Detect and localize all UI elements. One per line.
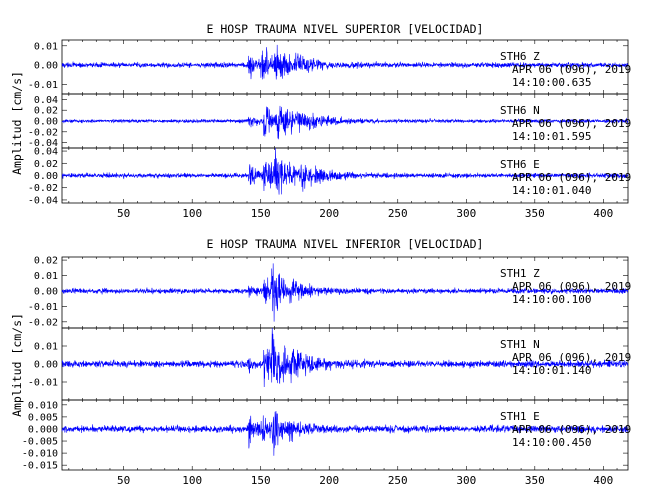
panel-frame (61, 399, 629, 471)
x-tick-label: 200 (319, 207, 339, 220)
station-label: STH6 N (500, 104, 540, 117)
x-tick-label: 250 (388, 474, 408, 487)
y-tick-label: -0.02 (28, 183, 58, 194)
y-tick-label: -0.01 (28, 378, 58, 389)
date-label: APR 06 (096), 2019 (512, 63, 631, 76)
x-tick-label: 200 (319, 474, 339, 487)
x-tick-label: 400 (593, 474, 613, 487)
date-label: APR 06 (096), 2019 (512, 171, 631, 184)
y-tick-label: -0.015 (22, 461, 58, 472)
x-tick-label: 100 (182, 207, 202, 220)
x-tick-label: 100 (182, 474, 202, 487)
y-tick-label: 0.04 (34, 95, 58, 106)
y-tick-label: -0.02 (28, 127, 58, 138)
seismic-trace-sth1-z (61, 263, 629, 322)
upper-x-axis: 50 100 150 200 250 300 350 400 (117, 207, 613, 220)
time-label: 14:10:00.635 (512, 76, 591, 89)
y-tick-label: 0.00 (34, 360, 58, 371)
x-tick-label: 350 (525, 207, 545, 220)
lower-chart: E HOSP TRAUMA NIVEL INFERIOR [VELOCIDAD]… (10, 237, 631, 487)
y-tick-label: 0.005 (28, 412, 58, 423)
y-tick-label: 0.02 (34, 159, 58, 170)
station-label: STH1 E (500, 410, 540, 423)
y-tick-label: 0.00 (34, 117, 58, 128)
date-label: APR 06 (096), 2019 (512, 423, 631, 436)
station-label: STH1 Z (500, 267, 540, 280)
y-tick-label: -0.005 (22, 437, 58, 448)
lower-y-axis-label: Amplitud [cm/s] (10, 313, 24, 417)
seismic-trace-sth6-e (61, 147, 629, 195)
time-label: 14:10:01.595 (512, 130, 591, 143)
station-label: STH1 N (500, 338, 540, 351)
date-label: APR 06 (096), 2019 (512, 351, 631, 364)
seismic-trace-sth6-z (61, 44, 629, 80)
x-tick-label: 350 (525, 474, 545, 487)
y-tick-label: -0.02 (28, 317, 58, 328)
seismic-trace-sth1-e (61, 410, 629, 456)
station-label: STH6 Z (500, 50, 540, 63)
seismic-trace-sth6-n (61, 105, 629, 140)
y-tick-label: -0.01 (28, 80, 58, 91)
y-tick-label: 0.04 (34, 147, 58, 158)
y-tick-label: 0.01 (34, 342, 58, 353)
y-tick-label: -0.01 (28, 302, 58, 313)
x-tick-label: 150 (251, 207, 271, 220)
lower-chart-title: E HOSP TRAUMA NIVEL INFERIOR [VELOCIDAD] (207, 237, 484, 251)
time-label: 14:10:01.040 (512, 184, 591, 197)
x-tick-label: 50 (117, 207, 130, 220)
y-tick-label: 0.000 (28, 424, 58, 435)
x-tick-label: 150 (251, 474, 271, 487)
y-tick-label: -0.010 (22, 449, 58, 460)
y-tick-label: 0.010 (28, 400, 58, 411)
y-tick-label: 0.00 (34, 61, 58, 72)
x-tick-label: 400 (593, 207, 613, 220)
y-tick-label: -0.04 (28, 138, 58, 149)
y-tick-label: 0.01 (34, 271, 58, 282)
lower-x-axis: 50 100 150 200 250 300 350 400 (117, 474, 613, 487)
y-tick-label: 0.00 (34, 171, 58, 182)
y-tick-label: 0.02 (34, 256, 58, 267)
x-tick-label: 300 (456, 207, 476, 220)
x-tick-label: 250 (388, 207, 408, 220)
upper-chart-title: E HOSP TRAUMA NIVEL SUPERIOR [VELOCIDAD] (207, 22, 484, 36)
upper-y-axis-label: Amplitud [cm/s] (10, 71, 24, 175)
x-tick-label: 50 (117, 474, 130, 487)
time-label: 14:10:00.450 (512, 436, 591, 449)
x-tick-label: 300 (456, 474, 476, 487)
y-tick-label: 0.01 (34, 41, 58, 52)
date-label: APR 06 (096), 2019 (512, 117, 631, 130)
upper-chart: E HOSP TRAUMA NIVEL SUPERIOR [VELOCIDAD]… (10, 22, 631, 220)
time-label: 14:10:01.140 (512, 364, 591, 377)
time-label: 14:10:00.100 (512, 293, 591, 306)
station-label: STH6 E (500, 158, 540, 171)
y-tick-label: 0.00 (34, 286, 58, 297)
y-tick-label: 0.02 (34, 106, 58, 117)
date-label: APR 06 (096), 2019 (512, 280, 631, 293)
seismic-trace-sth1-n (61, 327, 629, 387)
y-tick-label: -0.04 (28, 195, 58, 206)
